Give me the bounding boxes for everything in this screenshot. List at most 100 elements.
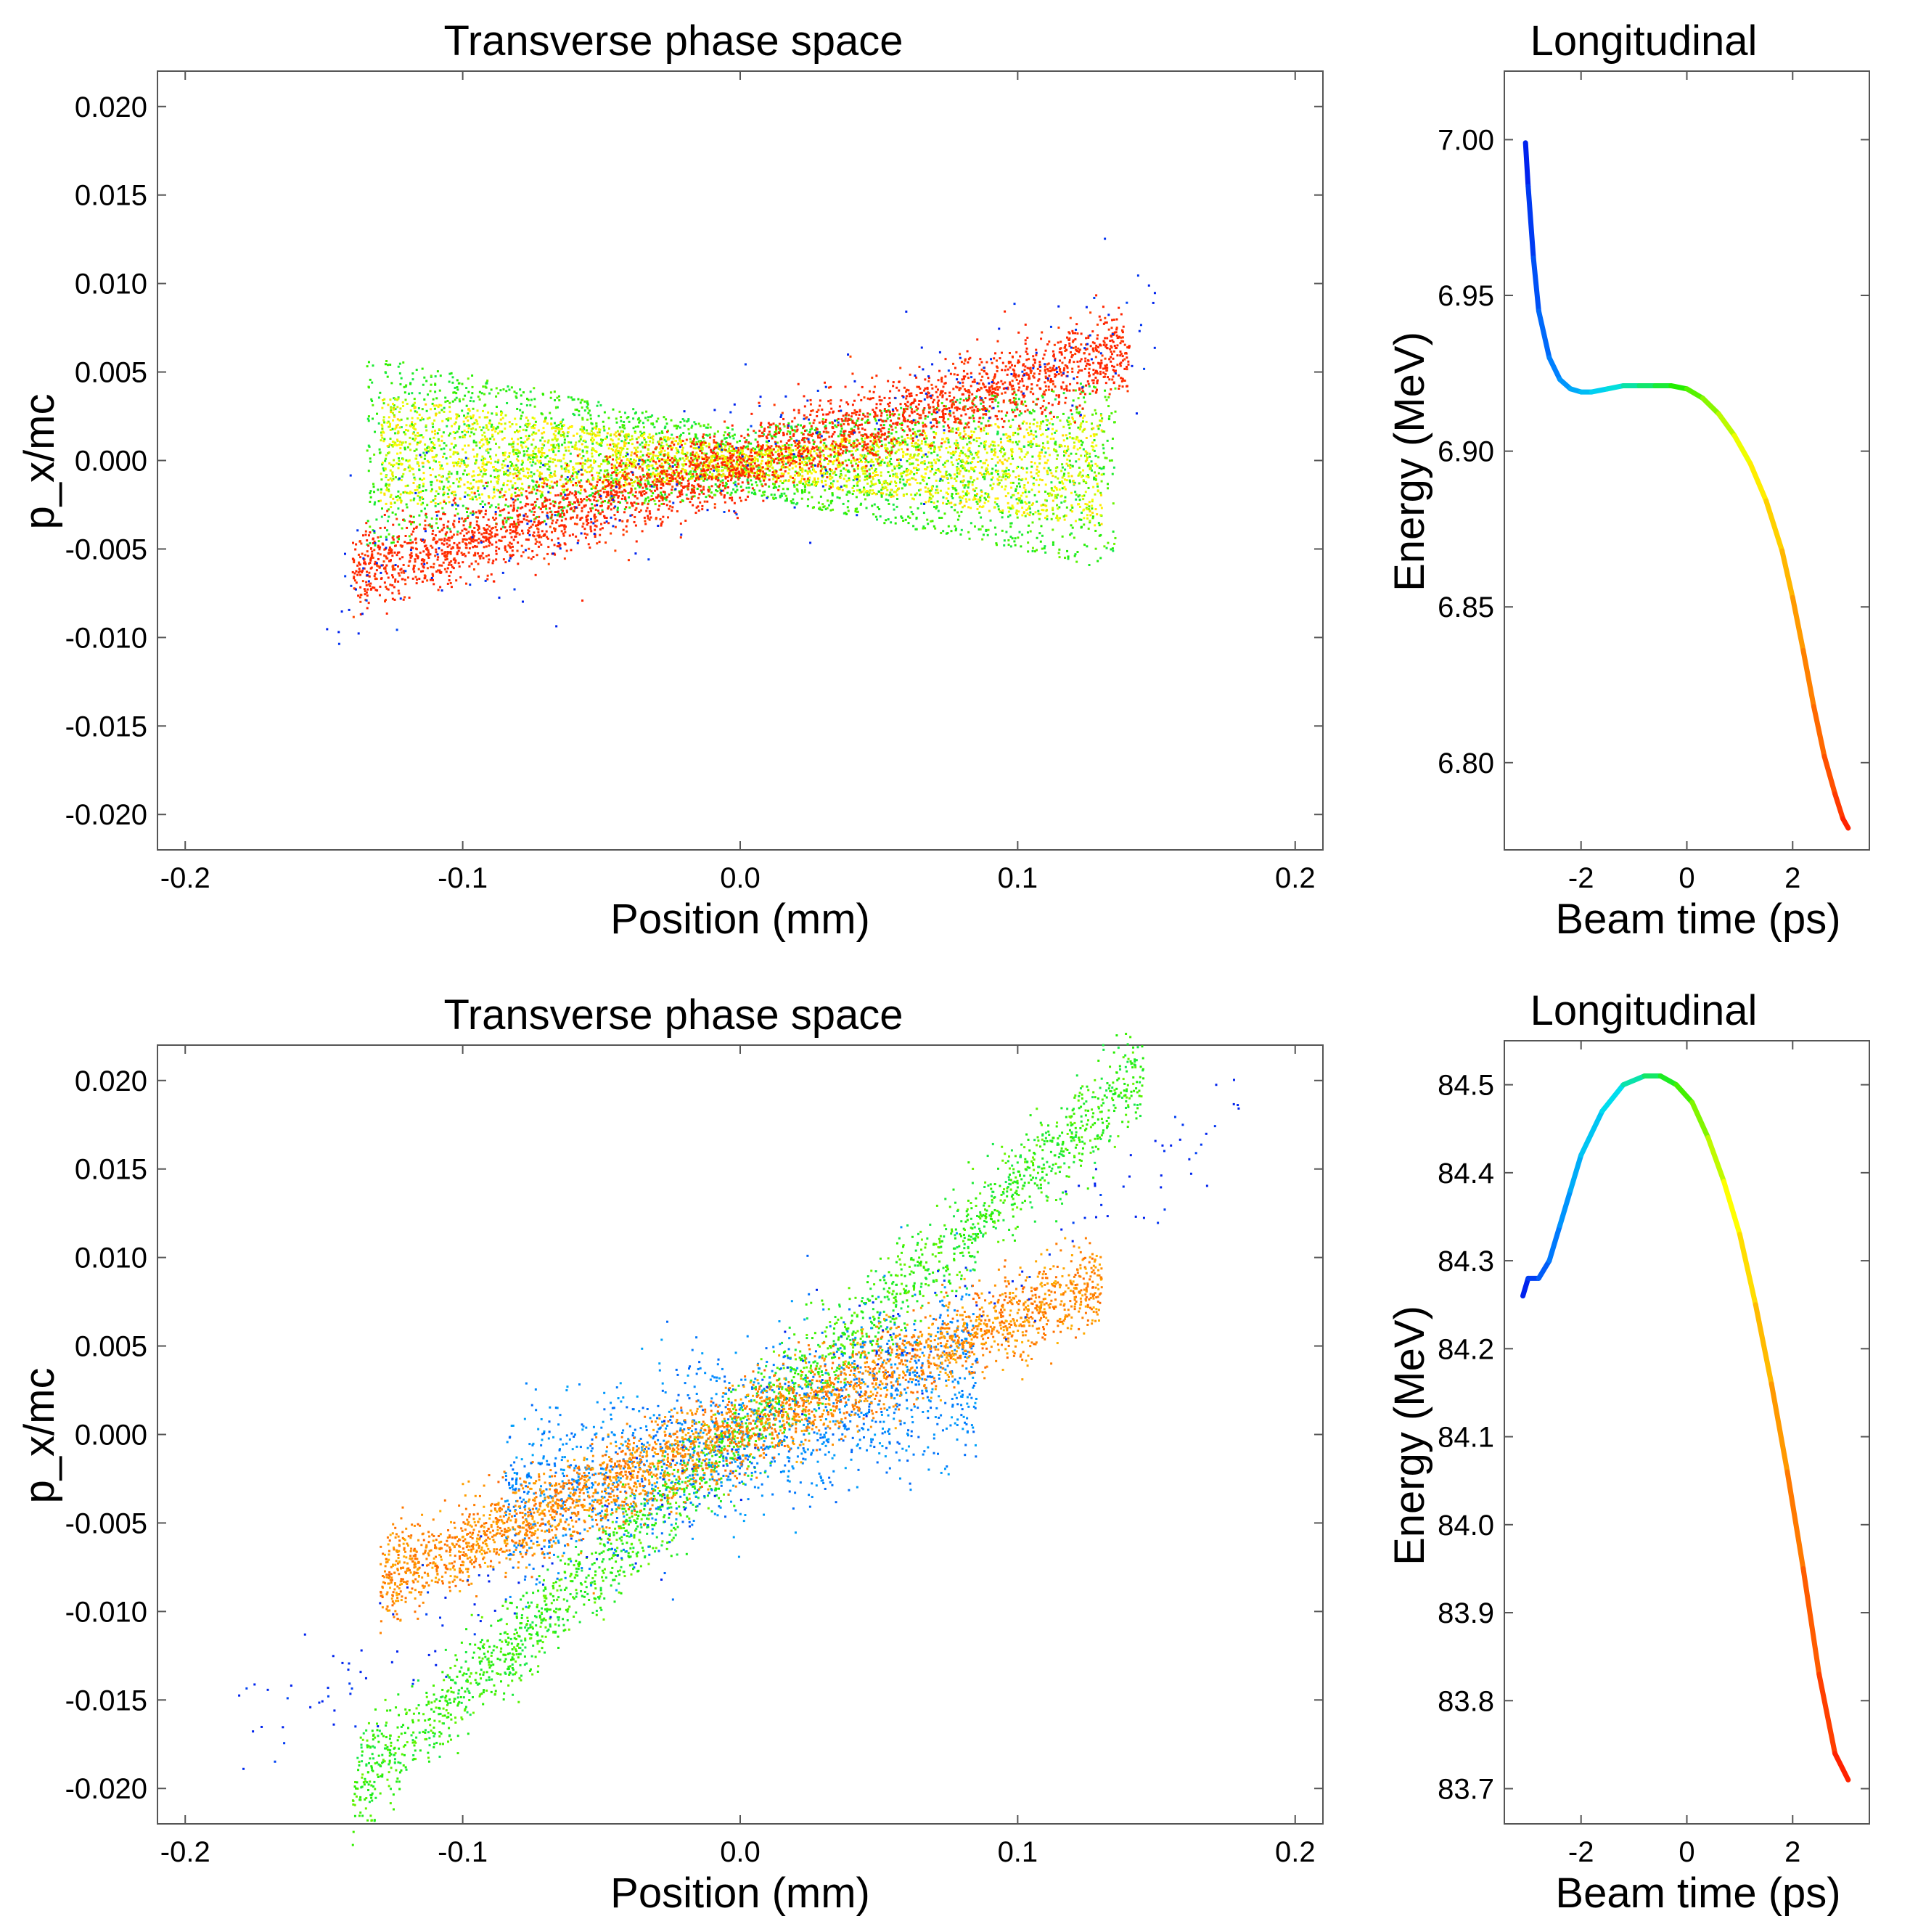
scatter-point [948,502,951,504]
scatter-point [406,484,409,487]
scatter-point [956,466,959,469]
scatter-point [962,451,964,454]
scatter-point [679,458,681,461]
scatter-point [496,469,499,472]
scatter-point [602,420,604,423]
scatter-point [456,531,459,533]
scatter-point [726,491,729,494]
scatter-point [573,471,575,474]
scatter-point [625,462,628,464]
scatter-point [890,521,893,524]
scatter-point [426,504,429,507]
scatter-point [621,426,624,429]
scatter-point [683,419,686,422]
scatter-point [803,444,806,447]
scatter-point [510,493,513,496]
scatter-point [469,415,472,418]
scatter-point [1001,447,1004,450]
scatter-point [443,406,446,409]
scatter-point [739,467,742,470]
scatter-point [369,525,372,528]
scatter-point [821,472,824,475]
scatter-point [428,523,431,526]
scatter-point [557,426,560,429]
scatter-point [1007,472,1010,475]
scatter-point [936,500,939,503]
scatter-point [920,440,923,443]
scatter-point [462,435,464,438]
scatter-point [1036,425,1038,427]
scatter-point [963,504,966,507]
scatter-point [691,425,694,427]
scatter-point [671,433,673,436]
scatter-point [874,471,877,474]
scatter-point [387,478,390,481]
scatter-point [961,459,964,462]
scatter-point [454,431,456,434]
scatter-point [512,464,515,467]
scatter-point [635,449,638,451]
scatter-point [901,439,904,442]
scatter-point [1017,536,1020,539]
scatter-point [954,487,956,490]
scatter-point [979,460,982,463]
scatter-point [975,500,978,503]
scatter-point [517,469,520,472]
scatter-point [480,429,483,432]
scatter-point [524,441,527,443]
scatter-point [538,476,541,479]
scatter-point [815,483,818,486]
scatter-point [717,477,720,480]
scatter-point [782,472,785,475]
scatter-point [973,494,976,497]
scatter-point [774,424,777,427]
scatter-point [1043,446,1046,449]
scatter-point [745,446,748,449]
scatter-point [995,542,998,545]
scatter-point [779,468,782,471]
scatter-point [892,436,895,439]
scatter-point [979,496,982,499]
scatter-point [813,470,816,472]
scatter-point [372,486,375,488]
scatter-point [618,438,620,441]
scatter-point [997,401,1000,404]
scatter-point [802,458,805,461]
scatter-point [528,435,530,438]
scatter-point [1106,439,1109,442]
scatter-point [1090,469,1093,472]
scatter-point [1004,458,1007,461]
scatter-point [473,422,476,425]
scatter-point [473,474,476,477]
scatter-point [981,538,984,541]
scatter-point [562,433,565,436]
scatter-point [1018,531,1021,533]
scatter-point [404,398,407,401]
scatter-point [917,459,919,462]
scatter-point [564,446,567,449]
scatter-point [388,451,390,454]
scatter-point [852,443,855,446]
scatter-point [855,462,858,465]
scatter-point [482,385,485,388]
scatter-point [678,459,681,462]
scatter-point [763,477,766,480]
scatter-point [415,454,418,457]
scatter-point [1007,510,1010,513]
scatter-point [429,390,432,393]
scatter-point [636,446,639,449]
scatter-point [411,372,414,375]
scatter-point [529,461,532,464]
scatter-point [618,457,621,459]
scatter-point [1083,544,1086,547]
scatter-point [516,466,519,469]
scatter-point [694,433,697,436]
scatter-point [642,446,644,449]
scatter-point [799,469,802,472]
scatter-point [886,417,889,420]
scatter-point [366,417,369,420]
scatter-point [970,442,972,445]
scatter-point [895,489,898,492]
scatter-point [566,505,569,508]
scatter-point [788,459,791,462]
